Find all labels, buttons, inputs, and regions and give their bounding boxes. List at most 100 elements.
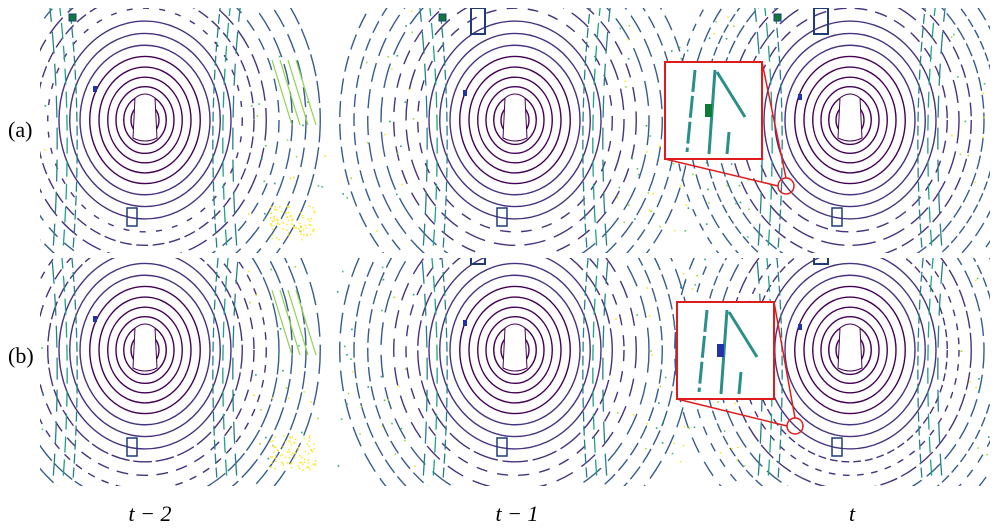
point xyxy=(267,458,269,460)
point xyxy=(348,393,350,395)
point xyxy=(286,216,288,218)
road-edge xyxy=(419,230,427,480)
point xyxy=(381,376,383,378)
point xyxy=(734,403,736,405)
point xyxy=(672,252,674,254)
point xyxy=(646,125,648,127)
road-edge xyxy=(938,0,946,250)
point xyxy=(325,155,327,157)
point xyxy=(975,181,977,183)
point xyxy=(282,463,284,465)
point xyxy=(271,269,273,271)
point xyxy=(292,453,294,455)
point xyxy=(297,450,299,452)
point xyxy=(650,211,652,213)
point xyxy=(264,213,266,215)
point xyxy=(951,135,953,137)
point xyxy=(411,32,413,34)
point xyxy=(617,412,619,414)
point xyxy=(975,280,977,282)
road-edge xyxy=(49,0,57,250)
point xyxy=(395,453,397,455)
column-label: t − 1 xyxy=(496,501,539,526)
point xyxy=(616,197,618,199)
point xyxy=(293,226,295,228)
point xyxy=(367,142,369,144)
point xyxy=(299,468,301,470)
point xyxy=(727,17,729,19)
point xyxy=(965,121,967,123)
point xyxy=(359,433,361,435)
point xyxy=(271,456,273,458)
point xyxy=(274,219,276,221)
point xyxy=(261,158,263,160)
road-edge xyxy=(419,0,427,250)
point xyxy=(680,58,682,60)
point xyxy=(986,454,988,456)
point xyxy=(659,145,661,147)
point xyxy=(302,125,304,127)
point xyxy=(740,202,742,204)
point xyxy=(735,203,737,205)
point xyxy=(317,418,319,420)
point xyxy=(648,247,650,249)
point xyxy=(298,228,300,230)
point xyxy=(310,449,312,451)
point xyxy=(397,153,399,155)
road-edge xyxy=(938,230,946,480)
point xyxy=(285,441,287,443)
point xyxy=(706,162,708,164)
point xyxy=(391,68,393,70)
point xyxy=(673,324,675,326)
point xyxy=(629,25,631,27)
point xyxy=(680,287,682,289)
point xyxy=(649,135,651,137)
point xyxy=(288,207,290,209)
point xyxy=(707,189,709,191)
point xyxy=(413,294,415,296)
point xyxy=(299,223,301,225)
point xyxy=(306,467,308,469)
point xyxy=(274,183,276,185)
point xyxy=(276,237,278,239)
point xyxy=(662,442,664,444)
point xyxy=(646,423,648,425)
point xyxy=(673,442,675,444)
point xyxy=(387,56,389,58)
point xyxy=(401,184,403,186)
point xyxy=(289,441,291,443)
point xyxy=(286,229,288,231)
point xyxy=(295,439,297,441)
point xyxy=(305,451,307,453)
point xyxy=(651,354,653,356)
point xyxy=(961,350,963,352)
point xyxy=(274,216,276,218)
point xyxy=(733,25,735,27)
point xyxy=(251,105,253,107)
point xyxy=(717,401,719,403)
point xyxy=(398,386,400,388)
road-edge xyxy=(764,0,772,250)
point xyxy=(309,469,311,471)
point xyxy=(615,318,617,320)
point xyxy=(283,435,285,437)
point xyxy=(303,217,305,219)
point xyxy=(14,254,16,256)
point xyxy=(979,240,981,242)
point xyxy=(37,338,39,340)
point xyxy=(623,221,625,223)
point xyxy=(684,426,686,428)
point xyxy=(739,185,741,187)
point xyxy=(294,442,296,444)
point xyxy=(306,234,308,236)
point xyxy=(255,374,257,376)
point xyxy=(301,233,303,235)
point xyxy=(0,187,2,189)
point xyxy=(376,230,378,232)
road-edge xyxy=(429,0,437,250)
point xyxy=(308,466,310,468)
point xyxy=(308,219,310,221)
point xyxy=(708,202,710,204)
point xyxy=(361,406,363,408)
road-edge xyxy=(223,0,231,250)
